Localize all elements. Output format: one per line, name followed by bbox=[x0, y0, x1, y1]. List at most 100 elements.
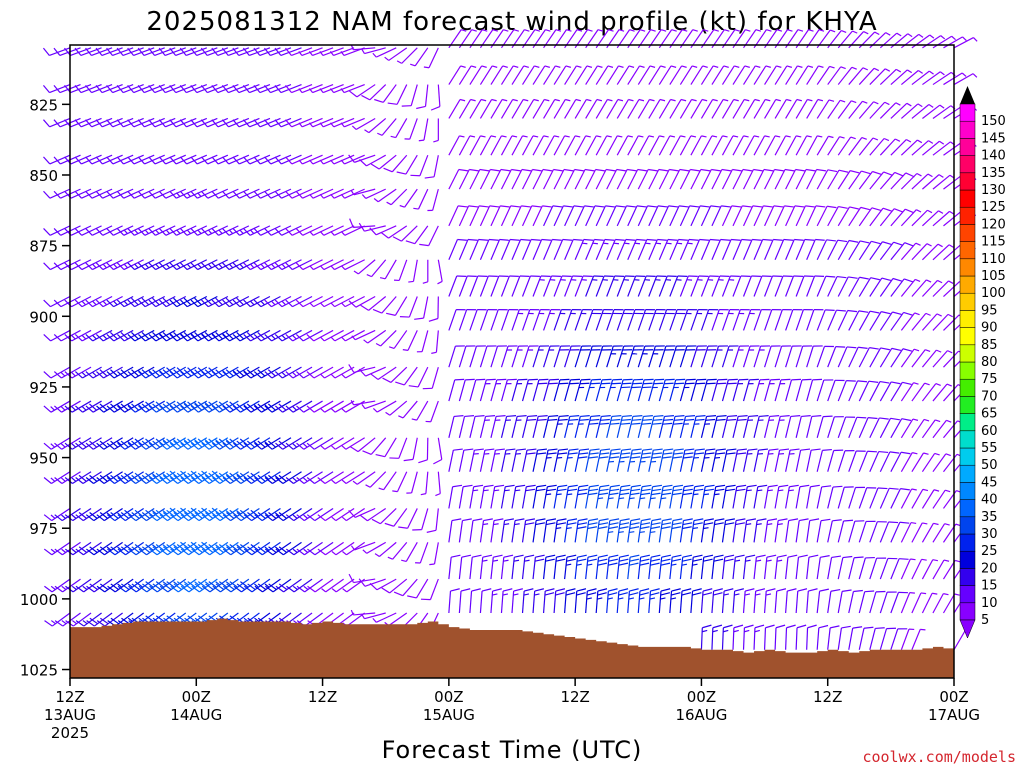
barb-half-flag bbox=[292, 585, 298, 591]
barb-half-flag bbox=[503, 29, 509, 32]
wind-barb bbox=[742, 518, 757, 543]
barb-half-flag bbox=[512, 98, 518, 102]
wind-barb bbox=[448, 98, 466, 119]
barb-shaft bbox=[900, 70, 919, 86]
barb-shaft bbox=[763, 379, 772, 402]
wind-barb bbox=[148, 117, 176, 128]
wind-barb bbox=[637, 345, 655, 368]
barb-flag bbox=[110, 369, 118, 377]
barb-half-flag bbox=[249, 263, 255, 269]
barb-flag bbox=[257, 403, 266, 411]
barb-half-flag bbox=[692, 29, 698, 32]
barb-shaft bbox=[354, 329, 376, 341]
wind-barb bbox=[658, 415, 674, 438]
barb-flag bbox=[520, 238, 531, 241]
barb-shaft bbox=[345, 471, 365, 485]
barb-half-flag bbox=[319, 159, 324, 165]
barb-flag bbox=[616, 168, 627, 172]
barb-flag bbox=[180, 371, 189, 379]
wind-barb bbox=[774, 588, 787, 614]
barb-shaft bbox=[774, 275, 784, 297]
barb-flag bbox=[819, 588, 829, 592]
barb-flag bbox=[246, 332, 255, 340]
barb-flag bbox=[882, 241, 892, 246]
wind-barb bbox=[606, 518, 620, 543]
barb-flag bbox=[683, 518, 693, 522]
barb-shaft bbox=[669, 205, 680, 227]
barb-half-flag bbox=[239, 229, 244, 234]
barb-shaft bbox=[154, 117, 176, 128]
barb-shaft bbox=[511, 239, 522, 261]
barb-half-flag bbox=[254, 583, 259, 588]
barb-shaft bbox=[858, 591, 866, 614]
barb-shaft bbox=[606, 591, 609, 614]
barb-flag bbox=[371, 518, 381, 525]
barb-flag bbox=[116, 228, 125, 236]
wind-barb bbox=[469, 518, 483, 543]
barb-shaft bbox=[679, 135, 692, 156]
barb-flag bbox=[359, 514, 368, 522]
wind-barb bbox=[190, 47, 218, 57]
barb-flag bbox=[201, 405, 210, 413]
barb-shaft bbox=[679, 591, 683, 614]
barb-half-flag bbox=[410, 63, 416, 67]
wind-barb bbox=[848, 276, 869, 297]
barb-shaft bbox=[281, 225, 302, 236]
barb-shaft bbox=[291, 84, 313, 94]
wind-barb bbox=[521, 554, 535, 580]
barb-shaft bbox=[816, 169, 829, 190]
barb-flag bbox=[138, 371, 146, 379]
barb-shaft bbox=[543, 239, 553, 261]
wind-barb bbox=[669, 205, 689, 227]
wind-barb bbox=[679, 309, 698, 331]
barb-flag bbox=[250, 472, 259, 480]
wind-barb bbox=[317, 541, 344, 556]
barb-flag bbox=[392, 236, 402, 242]
barb-flag bbox=[457, 238, 467, 241]
wind-barb bbox=[542, 415, 559, 438]
wind-barb bbox=[837, 625, 851, 650]
barb-shaft bbox=[679, 520, 685, 543]
barb-half-flag bbox=[885, 32, 891, 36]
barb-shaft bbox=[314, 578, 334, 593]
barb-flag bbox=[532, 168, 542, 172]
wind-barb bbox=[232, 225, 260, 236]
barb-flag bbox=[705, 418, 716, 421]
barb-half-flag bbox=[744, 65, 750, 68]
barb-flag bbox=[211, 119, 219, 128]
barb-shaft bbox=[827, 239, 839, 261]
barb-flag bbox=[569, 448, 579, 451]
barb-shaft bbox=[175, 154, 197, 165]
barb-flag bbox=[78, 474, 87, 482]
barb-shaft bbox=[381, 296, 397, 314]
barb-shaft bbox=[858, 628, 865, 650]
barb-flag bbox=[169, 507, 178, 515]
wind-barb bbox=[837, 519, 854, 543]
wind-barb bbox=[116, 295, 144, 308]
barb-half-flag bbox=[513, 29, 520, 32]
wind-barb bbox=[521, 518, 536, 543]
barb-shaft bbox=[500, 309, 510, 331]
barb-flag bbox=[275, 548, 284, 556]
barb-shaft bbox=[806, 520, 811, 543]
wind-barb bbox=[732, 98, 750, 119]
barb-flag bbox=[500, 205, 510, 208]
barb-shaft bbox=[732, 520, 737, 543]
barb-shaft bbox=[879, 451, 891, 472]
barb-half-flag bbox=[341, 373, 346, 379]
wind-barb bbox=[169, 259, 197, 271]
barb-half-flag bbox=[225, 544, 231, 549]
barb-flag bbox=[134, 509, 143, 517]
barb-flag bbox=[43, 156, 51, 165]
barb-half-flag bbox=[341, 408, 347, 413]
barb-flag bbox=[848, 276, 858, 279]
wind-barb bbox=[85, 188, 113, 199]
barb-shaft bbox=[721, 345, 730, 368]
barb-shaft bbox=[448, 486, 454, 509]
barb-flag bbox=[127, 514, 137, 522]
barb-flag bbox=[95, 228, 104, 236]
wind-barb bbox=[574, 65, 593, 85]
barb-shaft bbox=[239, 188, 260, 199]
barb-flag bbox=[889, 487, 899, 490]
barb-flag bbox=[127, 156, 135, 165]
